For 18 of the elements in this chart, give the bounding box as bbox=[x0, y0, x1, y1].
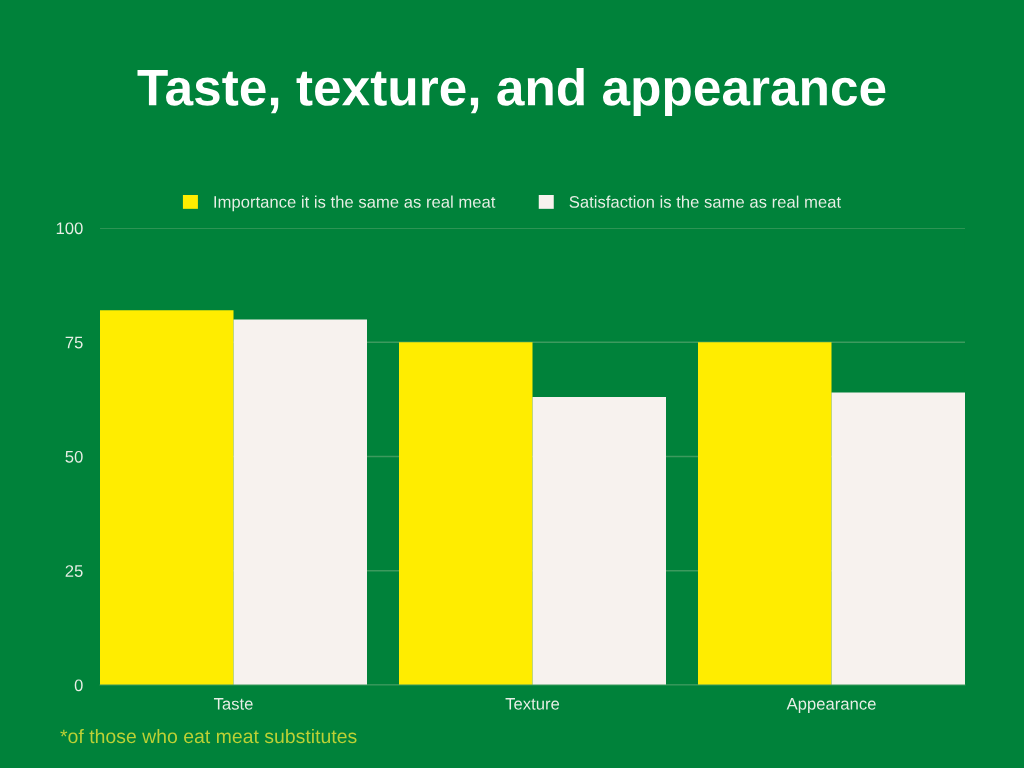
bar bbox=[233, 319, 367, 685]
bar bbox=[831, 392, 965, 685]
bar bbox=[532, 397, 666, 685]
bar bbox=[100, 310, 234, 685]
x-tick-label: Appearance bbox=[786, 698, 876, 714]
chart-title: Taste, texture, and appearance bbox=[137, 68, 886, 116]
y-tick-label: 25 bbox=[65, 565, 83, 577]
y-tick-label: 0 bbox=[74, 679, 83, 692]
bar bbox=[399, 342, 533, 685]
y-tick-label: 50 bbox=[65, 450, 83, 463]
y-tick-label: 75 bbox=[65, 336, 83, 349]
x-tick-label: Texture bbox=[505, 698, 560, 710]
bar bbox=[698, 342, 832, 685]
x-tick-label: Taste bbox=[213, 698, 253, 710]
text: *of those who eat meat substitutes bbox=[60, 728, 357, 744]
legend-label: Satisfaction is the same as real meat bbox=[569, 195, 841, 208]
y-tick-label: 100 bbox=[56, 222, 83, 235]
legend-label: Importance it is the same as real meat bbox=[214, 195, 496, 212]
